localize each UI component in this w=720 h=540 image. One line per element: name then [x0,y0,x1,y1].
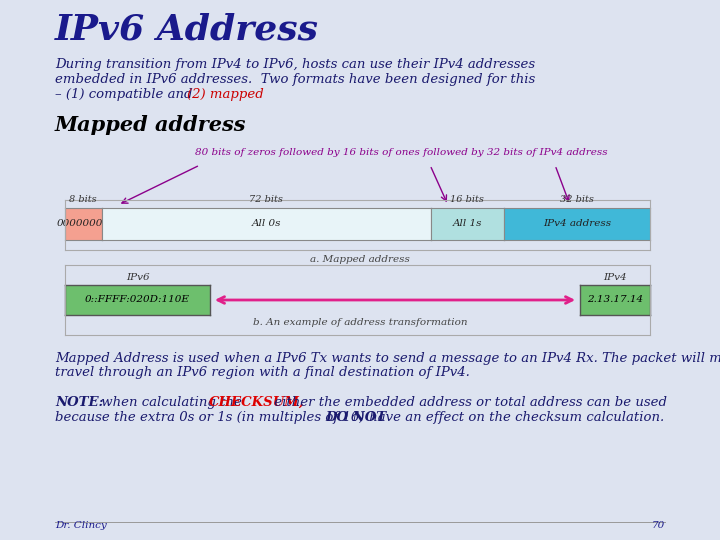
Text: All 1s: All 1s [452,219,482,228]
Text: 80 bits of zeros followed by 16 bits of ones followed by 32 bits of IPv4 address: 80 bits of zeros followed by 16 bits of … [195,148,608,157]
Text: b. An example of address transformation: b. An example of address transformation [253,318,467,327]
Text: 72 bits: 72 bits [249,195,283,204]
Text: IPv6 Address: IPv6 Address [55,12,319,46]
Text: 8 bits: 8 bits [69,195,97,204]
Text: Mapped Address is used when a IPv6 Tx wants to send a message to an IPv4 Rx. The: Mapped Address is used when a IPv6 Tx wa… [55,352,720,365]
Text: All 0s: All 0s [251,219,281,228]
Text: (2) mapped: (2) mapped [187,88,264,101]
Text: have an effect on the checksum calculation.: have an effect on the checksum calculati… [365,411,665,424]
Text: IPv4: IPv4 [603,273,627,282]
Text: Mapped address: Mapped address [55,115,246,135]
Text: IPv4 address: IPv4 address [543,219,611,228]
Text: 70: 70 [652,521,665,530]
Text: 00000000: 00000000 [57,219,109,228]
Text: IPv6: IPv6 [126,273,149,282]
Text: when calculating the: when calculating the [97,396,246,409]
Text: NOTE:: NOTE: [55,396,104,409]
Text: 16 bits: 16 bits [450,195,484,204]
Text: either the embedded address or total address can be used: either the embedded address or total add… [270,396,667,409]
Text: Dr. Clincy: Dr. Clincy [55,521,107,530]
Text: a. Mapped address: a. Mapped address [310,255,410,264]
Text: embedded in IPv6 addresses.  Two formats have been designed for this: embedded in IPv6 addresses. Two formats … [55,73,535,86]
Text: 0::FFFF:020D:110E: 0::FFFF:020D:110E [85,295,190,305]
Text: because the extra 0s or 1s (in multiples of 16): because the extra 0s or 1s (in multiples… [55,411,369,424]
Text: CHECKSUM,: CHECKSUM, [209,396,305,409]
Text: DO NOT: DO NOT [325,411,386,424]
Text: – (1) compatible and: – (1) compatible and [55,88,197,101]
Text: 32 bits: 32 bits [560,195,594,204]
Text: travel through an IPv6 region with a final destination of IPv4.: travel through an IPv6 region with a fin… [55,366,470,379]
Text: 2.13.17.14: 2.13.17.14 [587,295,643,305]
Text: During transition from IPv4 to IPv6, hosts can use their IPv4 addresses: During transition from IPv4 to IPv6, hos… [55,58,535,71]
